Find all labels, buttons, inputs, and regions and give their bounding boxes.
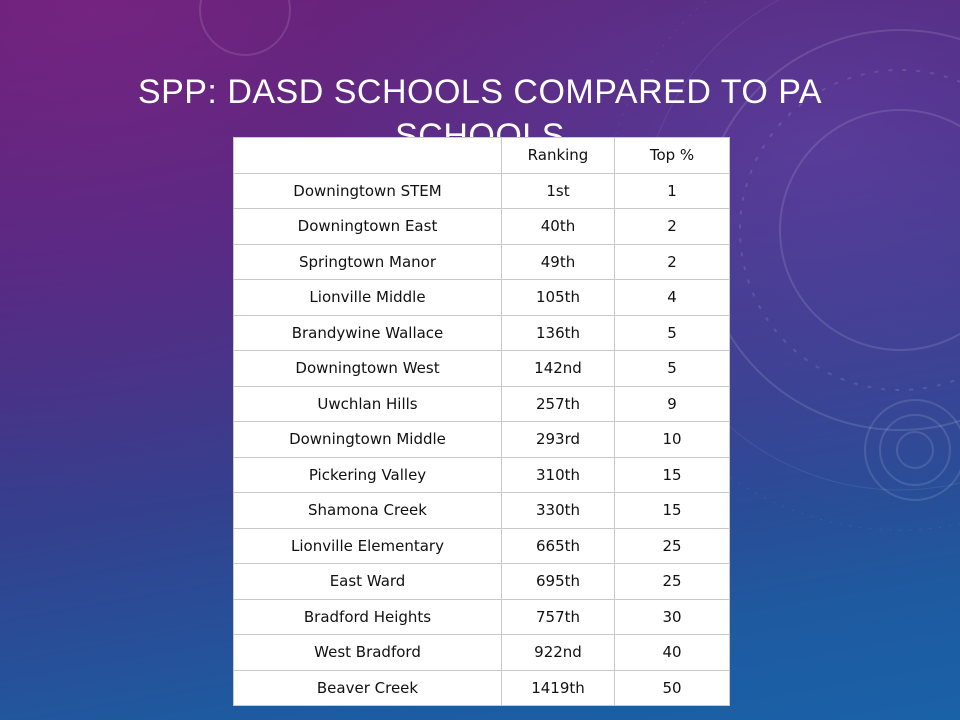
header-ranking: Ranking xyxy=(501,137,615,174)
table-row: Downingtown Middle 293rd 10 xyxy=(233,421,730,458)
cell-top-percent: 50 xyxy=(614,669,730,706)
cell-ranking: 310th xyxy=(501,456,615,493)
cell-school: Bradford Heights xyxy=(233,598,502,635)
cell-top-percent: 40 xyxy=(614,634,730,671)
cell-school: Springtown Manor xyxy=(233,243,502,280)
cell-ranking: 695th xyxy=(501,563,615,600)
cell-top-percent: 15 xyxy=(614,492,730,529)
cell-top-percent: 2 xyxy=(614,243,730,280)
header-top-percent: Top % xyxy=(614,137,730,174)
cell-ranking: 665th xyxy=(501,527,615,564)
cell-school: East Ward xyxy=(233,563,502,600)
cell-ranking: 257th xyxy=(501,385,615,422)
cell-ranking: 293rd xyxy=(501,421,615,458)
table-row: Lionville Middle 105th 4 xyxy=(233,279,730,316)
cell-top-percent: 1 xyxy=(614,172,730,209)
table-row: Pickering Valley 310th 15 xyxy=(233,456,730,493)
table-row: Lionville Elementary 665th 25 xyxy=(233,527,730,564)
table-row: East Ward 695th 25 xyxy=(233,563,730,600)
cell-ranking: 922nd xyxy=(501,634,615,671)
cell-top-percent: 5 xyxy=(614,314,730,351)
table-header-row: Ranking Top % xyxy=(233,137,730,174)
cell-ranking: 49th xyxy=(501,243,615,280)
cell-school: West Bradford xyxy=(233,634,502,671)
ranking-table: Ranking Top % Downingtown STEM 1st 1 Downin… xyxy=(233,137,730,706)
cell-top-percent: 4 xyxy=(614,279,730,316)
cell-top-percent: 15 xyxy=(614,456,730,493)
table-row: Uwchlan Hills 257th 9 xyxy=(233,385,730,422)
cell-top-percent: 30 xyxy=(614,598,730,635)
cell-ranking: 40th xyxy=(501,208,615,245)
cell-top-percent: 5 xyxy=(614,350,730,387)
cell-school: Brandywine Wallace xyxy=(233,314,502,351)
table-row: Springtown Manor 49th 2 xyxy=(233,243,730,280)
cell-school: Downingtown West xyxy=(233,350,502,387)
cell-school: Uwchlan Hills xyxy=(233,385,502,422)
header-school xyxy=(233,137,502,174)
table-row: West Bradford 922nd 40 xyxy=(233,634,730,671)
cell-school: Downingtown Middle xyxy=(233,421,502,458)
table-row: Downingtown STEM 1st 1 xyxy=(233,172,730,209)
cell-ranking: 105th xyxy=(501,279,615,316)
cell-school: Downingtown East xyxy=(233,208,502,245)
table-row: Shamona Creek 330th 15 xyxy=(233,492,730,529)
cell-top-percent: 10 xyxy=(614,421,730,458)
cell-top-percent: 25 xyxy=(614,563,730,600)
cell-school: Downingtown STEM xyxy=(233,172,502,209)
cell-school: Shamona Creek xyxy=(233,492,502,529)
cell-ranking: 136th xyxy=(501,314,615,351)
table-row: Downingtown East 40th 2 xyxy=(233,208,730,245)
table-row: Beaver Creek 1419th 50 xyxy=(233,669,730,706)
cell-ranking: 1st xyxy=(501,172,615,209)
cell-top-percent: 9 xyxy=(614,385,730,422)
cell-school: Lionville Elementary xyxy=(233,527,502,564)
cell-school: Lionville Middle xyxy=(233,279,502,316)
cell-top-percent: 25 xyxy=(614,527,730,564)
cell-ranking: 142nd xyxy=(501,350,615,387)
table-row: Downingtown West 142nd 5 xyxy=(233,350,730,387)
cell-ranking: 1419th xyxy=(501,669,615,706)
table-row: Brandywine Wallace 136th 5 xyxy=(233,314,730,351)
table-row: Bradford Heights 757th 30 xyxy=(233,598,730,635)
cell-school: Pickering Valley xyxy=(233,456,502,493)
cell-school: Beaver Creek xyxy=(233,669,502,706)
cell-ranking: 330th xyxy=(501,492,615,529)
cell-ranking: 757th xyxy=(501,598,615,635)
cell-top-percent: 2 xyxy=(614,208,730,245)
ranking-table-container: Ranking Top % Downingtown STEM 1st 1 Downin… xyxy=(233,137,730,706)
